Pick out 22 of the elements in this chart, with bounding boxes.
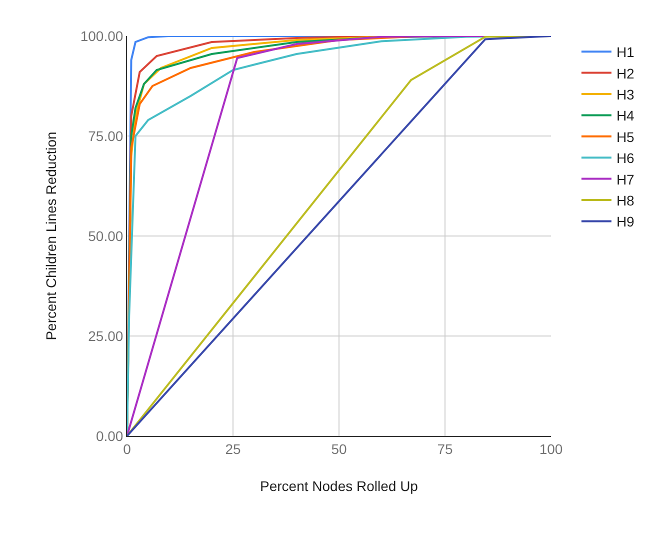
y-axis-title: Percent Children Lines Reduction xyxy=(42,132,59,340)
line-series xyxy=(127,36,551,436)
y-tick-label: 25.00 xyxy=(88,328,124,344)
x-axis-title: Percent Nodes Rolled Up xyxy=(260,478,418,494)
legend-label: H2 xyxy=(616,65,635,82)
y-tick-label: 75.00 xyxy=(88,128,124,144)
legend-label: H4 xyxy=(616,108,635,124)
legend-label: H8 xyxy=(616,192,635,208)
x-tick-label: 50 xyxy=(331,440,347,457)
y-tick-label: 0.00 xyxy=(96,428,124,444)
legend-label: H5 xyxy=(616,128,635,145)
y-tick-label: 50.00 xyxy=(88,228,124,244)
x-tick-label: 0 xyxy=(123,440,132,457)
legend-label: H1 xyxy=(616,44,635,60)
y-tick-label: 100.00 xyxy=(80,28,124,44)
x-tick-label: 100 xyxy=(539,440,563,457)
legend-label: H7 xyxy=(616,171,635,188)
legend-label: H6 xyxy=(616,150,635,166)
legend-label: H9 xyxy=(616,214,635,230)
legend-label: H3 xyxy=(616,86,635,102)
x-tick-label: 75 xyxy=(437,440,453,457)
x-tick-label: 25 xyxy=(225,440,241,457)
